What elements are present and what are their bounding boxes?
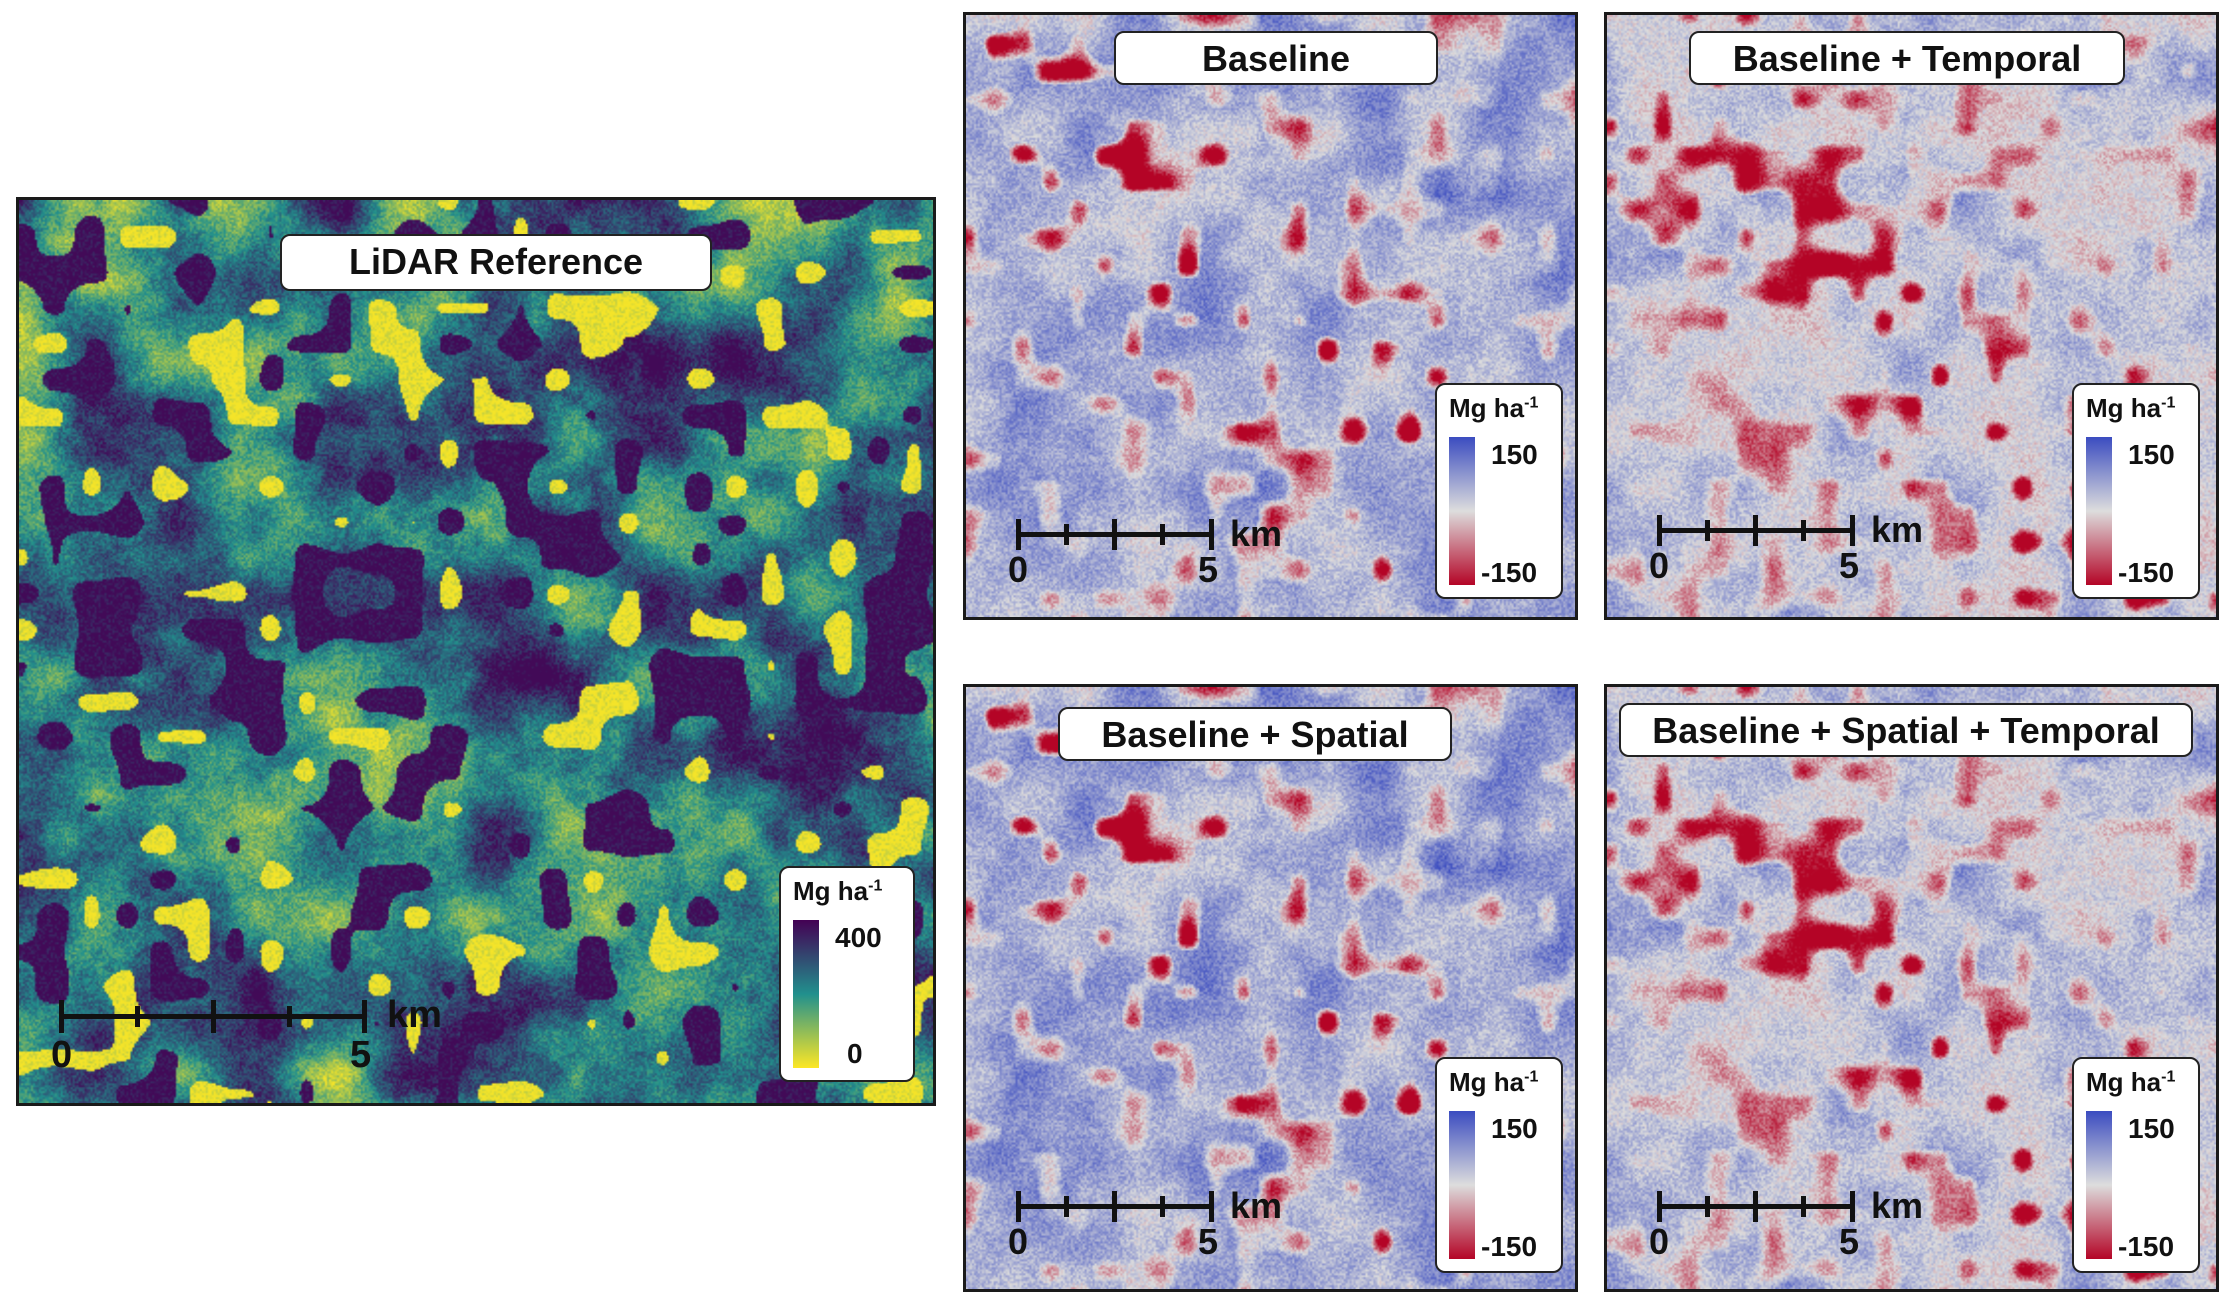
legend: Mg ha-1 400 0 (779, 866, 915, 1082)
scale-start-label: 0 (1649, 1221, 1670, 1262)
panel-title: LiDAR Reference (280, 234, 712, 291)
scale-bar: 0 5 km (1008, 513, 1282, 599)
scale-bar-tick (1705, 520, 1710, 541)
legend: Mg ha-1 150 -150 (1435, 1057, 1563, 1273)
scale-bar: 0 5 km (51, 994, 442, 1080)
scale-bar-tick (287, 1006, 292, 1027)
scale-bar-tick (1657, 1191, 1662, 1222)
legend-max-label: 150 (2128, 439, 2175, 470)
panel-title: Baseline + Temporal (1689, 31, 2125, 85)
legend-colorbar-viridis (793, 920, 819, 1068)
legend-max-label: 150 (1491, 1113, 1538, 1144)
scale-bar-tick (1753, 515, 1758, 546)
scale-end-label: 5 (1198, 549, 1219, 590)
panel-title: Baseline (1114, 31, 1438, 85)
map-panel-baseline-spatial-temporal: Baseline + Spatial + Temporal Mg ha-1 15… (1604, 684, 2219, 1292)
legend-unit: Mg ha-1 (1449, 1067, 1539, 1097)
legend-unit: Mg ha-1 (1449, 393, 1539, 423)
legend-max-label: 150 (2128, 1113, 2175, 1144)
scale-bar-tick (1016, 1191, 1021, 1222)
scale-bar: 0 5 km (1008, 1185, 1282, 1271)
map-panel-lidar-reference: LiDAR Reference Mg ha-1 400 0 0 5 km (16, 197, 936, 1106)
legend-colorbar-diverging (2086, 437, 2112, 585)
scale-bar-tick (1160, 1196, 1165, 1217)
legend-min-label: -150 (1481, 1231, 1538, 1262)
scale-bar-tick (1657, 515, 1662, 546)
panel-title: Baseline + Spatial + Temporal (1619, 703, 2193, 757)
scale-bar-tick (211, 1000, 216, 1033)
legend-unit: Mg ha-1 (793, 876, 883, 906)
legend-min-label: -150 (2118, 557, 2175, 588)
scale-start-label: 0 (1008, 549, 1029, 590)
legend-min-label: 0 (847, 1038, 863, 1069)
scale-bar-tick (1112, 519, 1117, 550)
panel-title: Baseline + Spatial (1058, 707, 1452, 761)
scale-bar-tick (1850, 1191, 1855, 1222)
scale-unit-label: km (1871, 509, 1924, 550)
legend: Mg ha-1 150 -150 (2072, 383, 2200, 599)
scale-bar-tick (1209, 1191, 1214, 1222)
map-panel-baseline: Baseline Mg ha-1 150 -150 0 5 km (963, 12, 1578, 620)
legend-max-label: 400 (835, 922, 882, 953)
legend-unit: Mg ha-1 (2086, 1067, 2176, 1097)
scale-start-label: 0 (1008, 1221, 1029, 1262)
legend: Mg ha-1 150 -150 (2072, 1057, 2200, 1273)
scale-unit-label: km (387, 994, 442, 1036)
scale-unit-label: km (1871, 1185, 1924, 1226)
scale-bar-tick (1064, 1196, 1069, 1217)
legend-min-label: -150 (2118, 1231, 2175, 1262)
scale-bar-tick (1209, 519, 1214, 550)
scale-bar-tick (1160, 524, 1165, 545)
scale-bar-tick (135, 1006, 140, 1027)
legend-colorbar-diverging (2086, 1111, 2112, 1259)
scale-bar-tick (1112, 1191, 1117, 1222)
scale-bar-tick (59, 1000, 64, 1033)
scale-bar-tick (362, 1000, 367, 1033)
legend-colorbar-diverging (1449, 1111, 1475, 1259)
scale-bar-tick (1064, 524, 1069, 545)
scale-bar-tick (1016, 519, 1021, 550)
scale-unit-label: km (1230, 513, 1283, 554)
scale-bar-tick (1753, 1191, 1758, 1222)
legend-colorbar-diverging (1449, 437, 1475, 585)
scale-unit-label: km (1230, 1185, 1283, 1226)
legend-min-label: -150 (1481, 557, 1538, 588)
legend-max-label: 150 (1491, 439, 1538, 470)
map-panel-baseline-spatial: Baseline + Spatial Mg ha-1 150 -150 0 5 … (963, 684, 1578, 1292)
scale-bar-tick (1850, 515, 1855, 546)
map-panel-baseline-temporal: Baseline + Temporal Mg ha-1 150 -150 0 5… (1604, 12, 2219, 620)
legend-unit: Mg ha-1 (2086, 393, 2176, 423)
scale-bar-tick (1801, 1196, 1806, 1217)
scale-end-label: 5 (1198, 1221, 1219, 1262)
scale-bar-tick (1705, 1196, 1710, 1217)
scale-start-label: 0 (51, 1034, 73, 1076)
legend: Mg ha-1 150 -150 (1435, 383, 1563, 599)
scale-bar-tick (1801, 520, 1806, 541)
scale-start-label: 0 (1649, 545, 1670, 586)
scale-end-label: 5 (1839, 545, 1860, 586)
scale-bar: 0 5 km (1649, 1185, 1923, 1271)
scale-bar: 0 5 km (1649, 509, 1923, 595)
scale-end-label: 5 (350, 1034, 372, 1076)
scale-end-label: 5 (1839, 1221, 1860, 1262)
